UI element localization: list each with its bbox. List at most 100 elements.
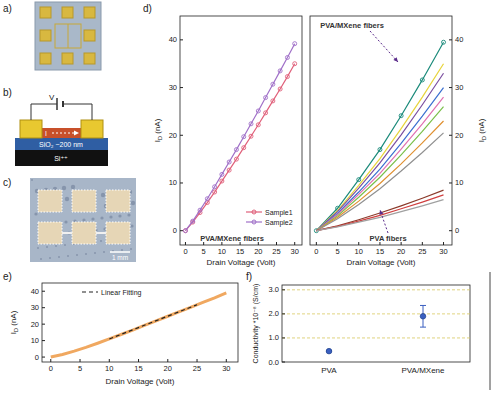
y-tick — [449, 135, 452, 136]
marker — [220, 179, 224, 183]
marker — [242, 135, 246, 139]
data-layer — [183, 42, 296, 233]
legend-swatch — [246, 211, 262, 212]
y-axis-label: ID(nA) — [153, 118, 163, 142]
x-tick — [226, 359, 227, 362]
x-tick-label: 0 — [314, 247, 318, 256]
x-tick — [443, 242, 444, 245]
figure: a)b)c)d)e)f)Si⁺⁺SiO₂ ~200 nmVI1 mm051015… — [0, 0, 500, 394]
y-tick — [449, 39, 452, 40]
marker — [183, 229, 187, 233]
y-tick-label: 0 — [455, 226, 459, 235]
speck — [130, 248, 132, 250]
speck — [100, 240, 102, 242]
speck — [58, 256, 60, 258]
chip — [35, 2, 101, 70]
marker — [198, 208, 202, 212]
y-label-unit: (nA) — [9, 310, 18, 325]
speck — [49, 257, 51, 259]
x-tick — [197, 359, 198, 362]
legend-label: Linear Fitting — [101, 289, 142, 297]
speck — [130, 224, 133, 227]
y-axis-label: Conductivity *10⁻⁸ (S/cm) — [252, 284, 260, 364]
plot-frame — [310, 16, 452, 245]
x-tick — [316, 242, 317, 245]
y-tick-label: 1.0 — [269, 333, 279, 342]
speck — [82, 218, 85, 221]
y-tick — [282, 289, 285, 290]
x-tick-label: 0 — [183, 247, 187, 256]
x-tick — [185, 242, 186, 245]
y-tick-label: 40 — [169, 35, 177, 44]
marker — [264, 111, 268, 115]
data-layer — [326, 305, 426, 354]
annotation-arrow — [370, 31, 398, 62]
panel-label: d) — [143, 3, 152, 14]
marker — [278, 69, 282, 73]
oxide — [15, 138, 108, 150]
x-tick-label: 0 — [49, 364, 53, 373]
series-line — [316, 195, 443, 231]
marker — [256, 123, 260, 127]
marker — [249, 134, 253, 138]
x-tick — [167, 359, 168, 362]
x-tick-label: 10 — [355, 247, 363, 256]
y-tick-label: 20 — [31, 320, 39, 329]
legend-swatch — [246, 221, 262, 222]
x-tick — [337, 242, 338, 245]
pad — [84, 30, 95, 41]
data-layer — [314, 40, 445, 232]
plot-3: 0.01.02.03.0PVAPVA/MXeneConductivity *10… — [252, 284, 470, 375]
marker — [213, 190, 217, 194]
marker — [420, 78, 424, 82]
y-tick-label: 30 — [31, 303, 39, 312]
marker — [234, 157, 238, 161]
speck — [67, 255, 69, 257]
plot-0: 051015202530010203040Drain Voltage (Volt… — [169, 16, 302, 267]
series-line — [109, 305, 197, 339]
x-tick — [109, 359, 110, 362]
x-tick — [276, 242, 277, 245]
y-label-sub: D — [157, 135, 163, 140]
pad — [84, 53, 95, 64]
y-tick — [180, 182, 183, 183]
trace — [55, 24, 81, 48]
y-tick — [180, 87, 183, 88]
x-tick-label: 25 — [272, 247, 280, 256]
microscope-image: 1 mm — [30, 178, 136, 262]
plot-2: 051015202530010203040Drain Voltage (Volt… — [31, 283, 238, 386]
speck — [62, 186, 66, 190]
fiber — [96, 232, 106, 234]
speck — [65, 197, 69, 201]
y-tick-label: 0 — [173, 226, 177, 235]
pad — [40, 53, 51, 64]
y-tick-label: 40 — [31, 287, 39, 296]
legend-marker — [252, 220, 256, 224]
marker — [378, 148, 382, 152]
y-label-unit: (nA) — [477, 118, 486, 133]
y-label-unit: (nA) — [153, 118, 162, 133]
substrate-label: Si⁺⁺ — [54, 155, 68, 162]
voltage-label: V — [49, 93, 55, 102]
y-tick-label: 10 — [455, 178, 463, 187]
y-tick — [449, 230, 452, 231]
arrowhead — [393, 57, 398, 62]
y-tick-label: 3.0 — [269, 285, 279, 294]
x-tick-label: 10 — [218, 247, 226, 256]
y-label-sub: D — [481, 135, 487, 140]
electrode-pad — [106, 190, 130, 212]
x-tick-label: 5 — [78, 364, 82, 373]
plot-frame — [180, 16, 302, 245]
marker — [442, 40, 446, 44]
current-arrow — [52, 133, 74, 134]
marker — [205, 197, 209, 201]
x-tick-label: PVA/MXene — [402, 366, 446, 375]
y-tick-label: 2.0 — [269, 309, 279, 318]
device-schematic: Si⁺⁺SiO₂ ~200 nmVI — [15, 93, 108, 166]
marker — [278, 87, 282, 91]
y-tick — [282, 313, 285, 314]
y-tick — [449, 87, 452, 88]
series-line — [51, 293, 227, 357]
pad — [62, 53, 73, 64]
pad — [62, 7, 73, 18]
